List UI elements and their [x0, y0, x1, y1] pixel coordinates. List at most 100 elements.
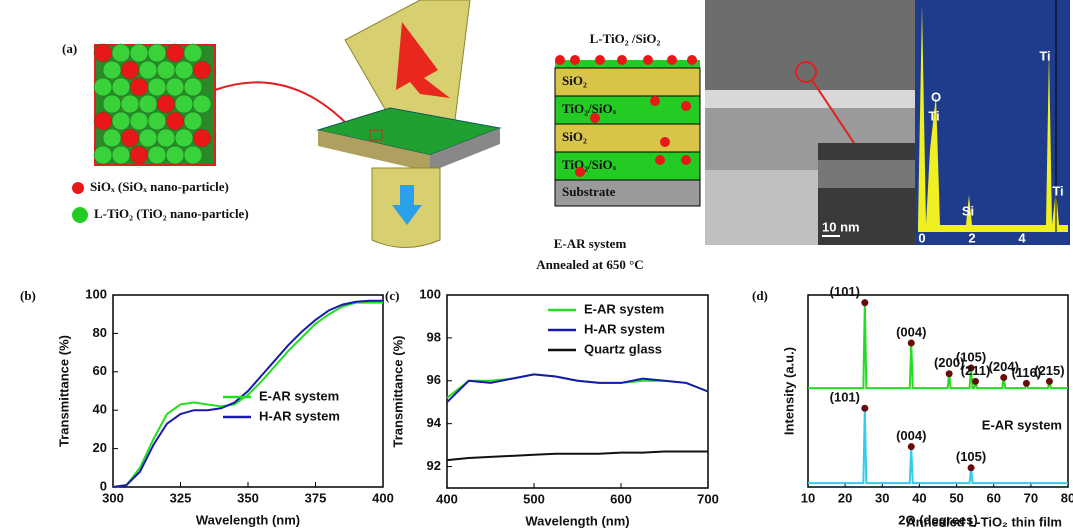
series-line [113, 303, 383, 487]
x-tick-label: 500 [523, 491, 545, 506]
layer-label: TiO₂/SiOₓ [562, 157, 617, 172]
eds-tick-label: 0 [918, 230, 925, 245]
eds-tick-label: 4 [1018, 230, 1026, 245]
layer-label: Substrate [562, 184, 616, 199]
y-axis-title: Transmittance (%) [390, 336, 405, 448]
x-tick-label: 400 [372, 490, 394, 505]
spheres [94, 44, 211, 164]
sphere [139, 95, 157, 113]
nanoparticle [681, 155, 691, 165]
panel-a: (a) SiOₓ (SiOₓ nano-particle) L-TiO₂ (Ti… [62, 0, 1070, 272]
peak-marker [968, 464, 975, 471]
sphere [157, 95, 175, 113]
x-tick-label: 350 [237, 490, 259, 505]
peak-label: (105) [956, 449, 986, 464]
peak-marker [861, 405, 868, 412]
legend-label: E-AR system [259, 388, 339, 403]
y-tick-label: 94 [427, 415, 442, 430]
x-tick-label: 400 [436, 491, 458, 506]
sphere [175, 61, 193, 79]
y-tick-label: 20 [93, 440, 107, 455]
sphere [148, 146, 166, 164]
y-axis-title: Intensity (a.u.) [781, 347, 796, 435]
eds-peak-label: Ti [928, 108, 939, 123]
x-tick-label: 375 [305, 490, 327, 505]
panel-label: (d) [752, 288, 768, 303]
sphere [166, 44, 184, 62]
y-tick-label: 80 [93, 325, 107, 340]
sphere [139, 129, 157, 147]
system-label: Annealed at 650 °C [536, 257, 643, 272]
nanoparticle [575, 167, 585, 177]
x-tick-label: 60 [986, 490, 1000, 505]
sphere [148, 44, 166, 62]
sphere [130, 44, 148, 62]
sphere [94, 44, 112, 62]
sphere [193, 95, 211, 113]
eds-tick-label: 2 [968, 230, 975, 245]
peak-marker [1046, 378, 1053, 385]
stack-title: L-TiO₂ /SiO₂ [590, 31, 661, 46]
sphere [193, 61, 211, 79]
peak-marker [946, 370, 953, 377]
x-axis-title: Wavelength (nm) [196, 512, 300, 527]
nanoparticle [650, 96, 660, 106]
series-line [447, 452, 708, 461]
sphere [175, 129, 193, 147]
peak-label: (215) [1034, 363, 1064, 378]
legend-label: H-AR system [259, 408, 340, 423]
x-tick-label: 70 [1024, 490, 1038, 505]
peak-label: (004) [896, 428, 926, 443]
legend-label: E-AR system [584, 301, 664, 316]
sphere [157, 61, 175, 79]
sphere [112, 78, 130, 96]
series-line [447, 374, 708, 398]
sphere [94, 146, 112, 164]
nanoparticle [555, 55, 565, 65]
sphere [94, 78, 112, 96]
y-tick-label: 60 [93, 363, 107, 378]
peak-marker [908, 443, 915, 450]
layer-label: TiO₂/SiOₓ [562, 101, 617, 116]
y-tick-label: 100 [85, 286, 107, 301]
y-tick-label: 40 [93, 402, 107, 417]
eds-peak-label: O [931, 89, 941, 104]
y-axis-title: Transmittance (%) [56, 335, 71, 447]
peak-marker [1023, 380, 1030, 387]
eds-peak-label: Ti [1052, 183, 1063, 198]
sphere [166, 112, 184, 130]
nanoparticle [660, 137, 670, 147]
nanoparticle [667, 55, 677, 65]
legend-marker [72, 207, 88, 223]
sphere [166, 78, 184, 96]
sphere [184, 146, 202, 164]
y-tick-label: 100 [419, 286, 441, 301]
legend-label: H-AR system [584, 321, 665, 336]
layer-label: SiO₂ [562, 73, 587, 88]
sphere [103, 129, 121, 147]
sphere [103, 61, 121, 79]
sphere [112, 44, 130, 62]
sphere [94, 112, 112, 130]
peak-marker [908, 340, 915, 347]
peak-label: (211) [961, 363, 991, 378]
x-axis-title: 2Θ (degrees) [898, 512, 977, 527]
nanoparticle [687, 55, 697, 65]
y-tick-label: 0 [100, 478, 107, 493]
nanoparticle [570, 55, 580, 65]
y-tick-label: 98 [427, 329, 441, 344]
x-tick-label: 10 [801, 490, 815, 505]
peak-label: (101) [830, 284, 860, 299]
nanoparticle [617, 55, 627, 65]
peak-marker [1000, 374, 1007, 381]
sphere [121, 61, 139, 79]
peak-marker [972, 378, 979, 385]
series-label: E-AR system [982, 418, 1062, 433]
x-tick-label: 80 [1061, 490, 1073, 505]
system-label: E-AR system [554, 236, 627, 251]
peak-marker [861, 299, 868, 306]
panel-label: (a) [62, 41, 77, 56]
sphere [139, 61, 157, 79]
sphere [112, 146, 130, 164]
